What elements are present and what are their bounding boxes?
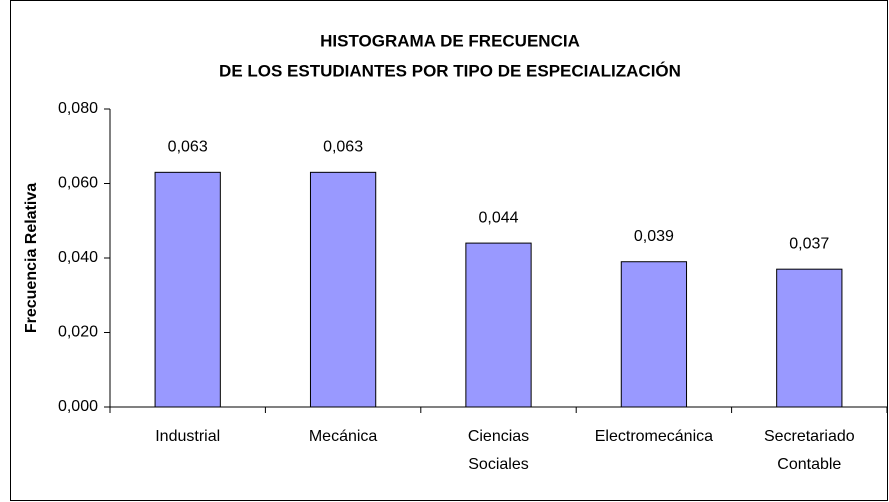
x-tick-label: Mecánica	[309, 428, 378, 445]
value-label: 0,044	[478, 209, 518, 226]
chart-title: DE LOS ESTUDIANTES POR TIPO DE ESPECIALI…	[219, 61, 681, 80]
bar	[309, 171, 377, 408]
bar	[465, 242, 532, 408]
chart-title: HISTOGRAMA DE FRECUENCIA	[320, 31, 580, 50]
y-tick-label: 0,020	[58, 324, 98, 341]
x-tick-label: Industrial	[155, 428, 220, 445]
value-label: 0,039	[634, 228, 674, 245]
value-label: 0,063	[323, 139, 363, 156]
y-tick-label: 0,040	[58, 249, 98, 266]
y-axis-title: Frecuencia Relativa	[23, 183, 40, 333]
y-tick-label: 0,000	[58, 398, 98, 415]
bar	[620, 261, 688, 408]
bar	[776, 268, 843, 408]
x-tick-label: Secretariado Contable	[764, 428, 855, 473]
y-tick-label: 0,080	[58, 100, 98, 117]
x-tick-label: Electromecánica	[595, 428, 713, 445]
y-tick-label: 0,060	[58, 175, 98, 192]
value-label: 0,037	[789, 235, 829, 252]
x-tick-label: Ciencias Sociales	[468, 428, 529, 473]
value-label: 0,063	[168, 139, 208, 156]
bar	[154, 171, 221, 408]
